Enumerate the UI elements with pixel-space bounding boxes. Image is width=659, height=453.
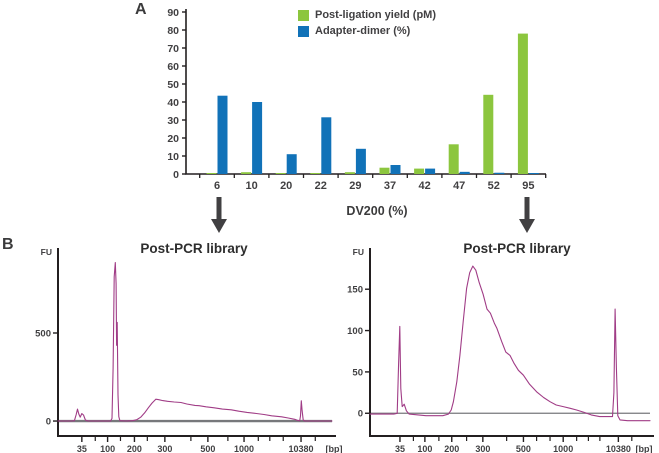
- bar-yield-95: [517, 33, 528, 174]
- electropherogram-right: FU 0 50 100 150 35 100 200 300 500 1000 10380 [bp]: [347, 247, 654, 453]
- y-tick-label-90: 90: [167, 7, 179, 19]
- x-tick-label-300: 300: [475, 444, 490, 453]
- y-tick-label-0: 0: [46, 416, 51, 427]
- bar-yield-37: [379, 167, 390, 174]
- bar-dimer-6: [217, 95, 228, 174]
- electro-left-title: Post-PCR library: [140, 241, 248, 256]
- electropherogram-left: FU 0 500 35 100 200 300 500 1000 10380 [bp]: [35, 247, 343, 453]
- x-tick-label-10380: 10380: [606, 444, 631, 453]
- fluorescence-trace: [369, 265, 651, 422]
- y-tick-label-50: 50: [167, 79, 179, 91]
- bar-dimer-37: [390, 165, 401, 174]
- x-tick-label-35: 35: [77, 444, 87, 453]
- bar-dimer-20: [286, 154, 297, 174]
- y-tick-label-150: 150: [347, 285, 363, 296]
- y-tick-label-10: 10: [167, 151, 179, 163]
- x-tick-label-200: 200: [444, 444, 459, 453]
- bp-unit-label: [bp]: [326, 444, 343, 453]
- legend-swatch-green-icon: [298, 9, 309, 21]
- bar-yield-20: [275, 173, 286, 174]
- x-tick-label-500: 500: [516, 444, 531, 453]
- x-cat-label-6: 6: [214, 180, 220, 192]
- x-cat-label-22: 22: [315, 180, 327, 192]
- bar-chart: 0 10 20 30 40 50 60 70 80 90 6 10 20 22 29 37 42 47 52 95: [167, 7, 547, 192]
- bar-yield-52: [483, 94, 494, 174]
- y-tick-label-80: 80: [167, 25, 179, 37]
- bar-yield-42: [414, 168, 425, 174]
- bar-dimer-42: [425, 168, 436, 174]
- x-tick-label-1000: 1000: [234, 444, 254, 453]
- dv200-axis-label: DV200 (%): [346, 204, 408, 218]
- x-cat-label-29: 29: [349, 180, 361, 192]
- y-tick-label-0: 0: [173, 169, 179, 181]
- y-tick-label-20: 20: [167, 133, 179, 145]
- bar-yield-47: [448, 144, 459, 174]
- x-tick-label-100: 100: [417, 444, 432, 453]
- x-tick-label-500: 500: [200, 444, 215, 453]
- panel-b-label: B: [2, 236, 14, 253]
- x-cat-label-47: 47: [453, 180, 465, 192]
- y-tick-label-100: 100: [347, 326, 363, 337]
- legend-label-yield: Post-ligation yield (pM): [315, 9, 436, 21]
- y-tick-label-0: 0: [358, 409, 363, 420]
- legend-item-yield: Post-ligation yield (pM): [298, 9, 436, 21]
- bar-yield-22: [310, 173, 321, 174]
- x-tick-label-1000: 1000: [553, 444, 573, 453]
- down-arrow-icon-right: [519, 197, 535, 233]
- y-tick-label-50: 50: [352, 367, 363, 378]
- x-tick-label-10380: 10380: [289, 444, 314, 453]
- x-cat-label-37: 37: [384, 180, 396, 192]
- panel-a-label: A: [135, 1, 147, 18]
- legend-item-dimer: Adapter-dimer (%): [298, 25, 436, 37]
- bar-dimer-10: [252, 102, 263, 174]
- legend-label-dimer: Adapter-dimer (%): [315, 25, 411, 37]
- bar-dimer-47: [459, 171, 470, 174]
- x-tick-label-100: 100: [100, 444, 115, 453]
- x-tick-label-200: 200: [127, 444, 142, 453]
- x-tick-label-35: 35: [395, 444, 405, 453]
- fu-axis-label: FU: [41, 247, 52, 257]
- bar-dimer-95: [528, 173, 539, 174]
- x-cat-label-42: 42: [418, 180, 430, 192]
- bar-dimer-52: [494, 172, 505, 174]
- y-tick-label-40: 40: [167, 97, 179, 109]
- y-tick-label-500: 500: [35, 328, 51, 339]
- fu-axis-label: FU: [353, 247, 364, 257]
- x-tick-label-300: 300: [157, 444, 172, 453]
- bp-unit-label: [bp]: [636, 444, 653, 453]
- y-tick-label-30: 30: [167, 115, 179, 127]
- y-tick-label-60: 60: [167, 61, 179, 73]
- fluorescence-trace: [57, 262, 333, 422]
- down-arrow-icon-left: [211, 197, 227, 233]
- bar-dimer-29: [355, 148, 366, 174]
- bar-dimer-22: [321, 117, 332, 174]
- x-cat-label-20: 20: [280, 180, 292, 192]
- y-tick-label-70: 70: [167, 43, 179, 55]
- x-cat-label-95: 95: [522, 180, 534, 192]
- legend: Post-ligation yield (pM) Adapter-dimer (…: [298, 9, 436, 37]
- x-cat-label-52: 52: [488, 180, 500, 192]
- electro-right-title: Post-PCR library: [463, 241, 571, 256]
- x-cat-label-10: 10: [245, 180, 257, 192]
- bar-yield-6: [206, 173, 217, 174]
- bar-yield-10: [241, 172, 252, 174]
- legend-swatch-blue-icon: [298, 25, 309, 37]
- bar-yield-29: [344, 172, 355, 174]
